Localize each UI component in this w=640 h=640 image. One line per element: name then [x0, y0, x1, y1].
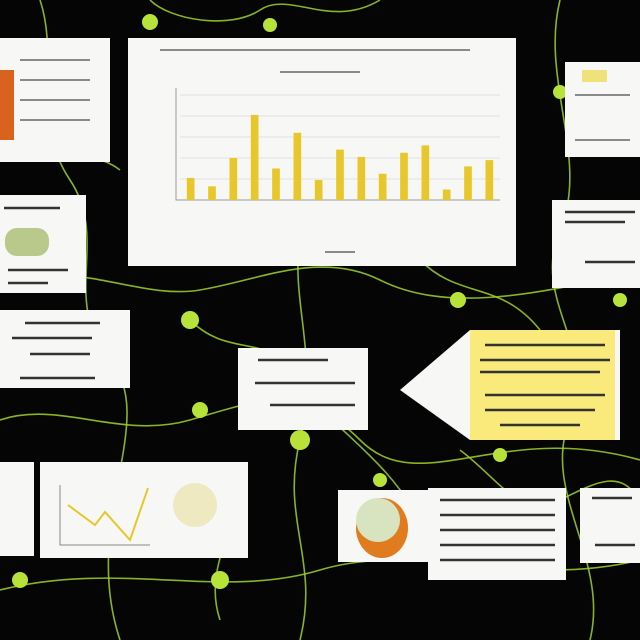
bar [378, 173, 387, 200]
bar [336, 149, 344, 200]
bar [186, 177, 195, 200]
card [0, 310, 130, 388]
bar [421, 145, 430, 200]
bar [314, 180, 323, 200]
bar [442, 189, 451, 200]
card [580, 488, 640, 563]
note [470, 330, 615, 440]
bar [357, 156, 366, 200]
image [0, 70, 14, 140]
card [40, 462, 248, 558]
bar [464, 166, 472, 200]
card [428, 488, 566, 580]
bar [485, 160, 494, 200]
bar [208, 186, 216, 200]
bar [293, 132, 302, 200]
card [238, 348, 368, 430]
cards [0, 38, 640, 580]
grid-line [180, 94, 500, 180]
card [0, 462, 34, 556]
card [552, 200, 640, 288]
image [5, 228, 49, 256]
bar [250, 114, 259, 200]
bar [400, 152, 408, 200]
bar [272, 168, 280, 200]
bar [229, 158, 238, 200]
chart-card [128, 38, 516, 266]
